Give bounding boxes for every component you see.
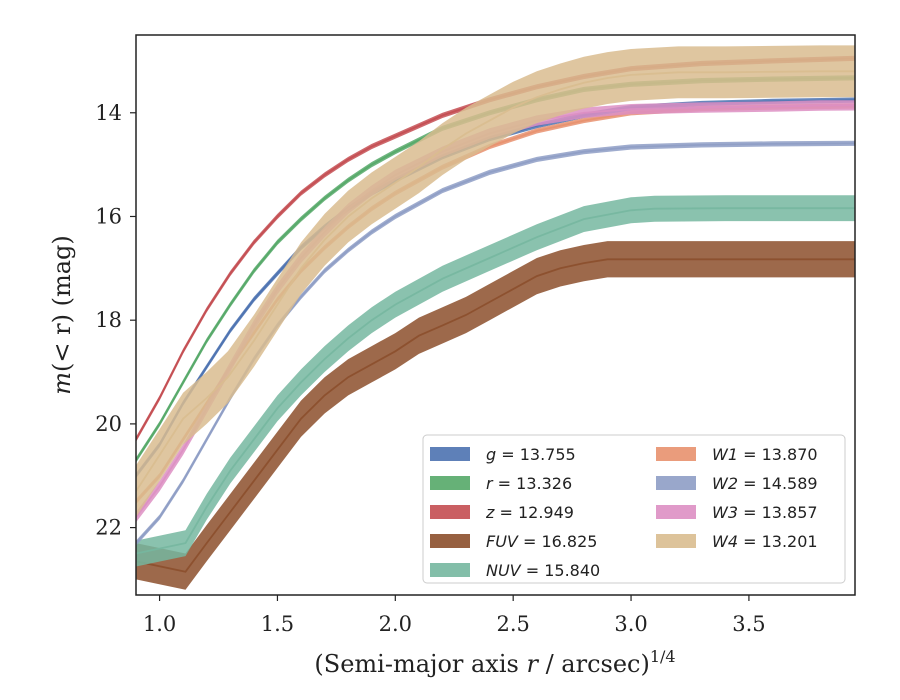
series-layer [136, 45, 855, 590]
y-axis-label: m(< r) (mag) [48, 235, 76, 395]
y-tick-label: 16 [95, 204, 122, 228]
legend-label: W2 = 14.589 [712, 474, 818, 493]
legend-box [422, 434, 846, 584]
legend-label: r = 13.326 [486, 474, 572, 493]
series-line-8 [136, 70, 855, 492]
x-axis-label: (Semi-major axis r / arcsec)1/4 [314, 647, 675, 678]
series-line-6 [136, 142, 855, 544]
plot-frame [135, 34, 856, 596]
legend-label: NUV = 15.840 [486, 561, 600, 580]
legend-swatch [656, 505, 696, 519]
x-axis: 1.0 1.5 2.0 2.5 3.0 3.5 [143, 595, 766, 636]
y-tick-label: 20 [95, 412, 122, 436]
legend-swatch [656, 447, 696, 461]
series-line-4 [136, 207, 855, 555]
series-band-3 [136, 241, 855, 590]
legend-swatch [430, 505, 470, 519]
legend-swatch [430, 476, 470, 490]
legend-swatch [430, 563, 470, 577]
x-tick-label: 1.0 [143, 612, 176, 636]
x-tick-label: 3.0 [614, 612, 647, 636]
legend-label: W1 = 13.870 [712, 445, 818, 464]
x-tick-label: 2.0 [379, 612, 412, 636]
x-tick-label: 1.5 [261, 612, 294, 636]
legend-swatch [656, 534, 696, 548]
x-tick-label: 3.5 [732, 612, 765, 636]
legend-label: FUV = 16.825 [486, 532, 597, 551]
legend-label: z = 12.949 [485, 503, 574, 522]
legend-label: g = 13.755 [486, 445, 576, 464]
series-band-8 [136, 45, 855, 518]
legend-swatch [430, 534, 470, 548]
legend-swatch [430, 447, 470, 461]
series-line-3 [136, 258, 855, 573]
y-tick-label: 18 [95, 308, 122, 332]
y-axis: 14 16 18 20 22 [95, 101, 136, 540]
y-tick-label: 22 [95, 516, 122, 540]
x-tick-label: 2.5 [496, 612, 529, 636]
legend-swatch [656, 476, 696, 490]
legend-label: W4 = 13.201 [712, 532, 818, 551]
y-tick-label: 14 [95, 101, 122, 125]
legend-label: W3 = 13.857 [712, 503, 818, 522]
legend: g = 13.755 r = 13.326 z = 12.949 FUV = 16.8… [422, 434, 846, 584]
